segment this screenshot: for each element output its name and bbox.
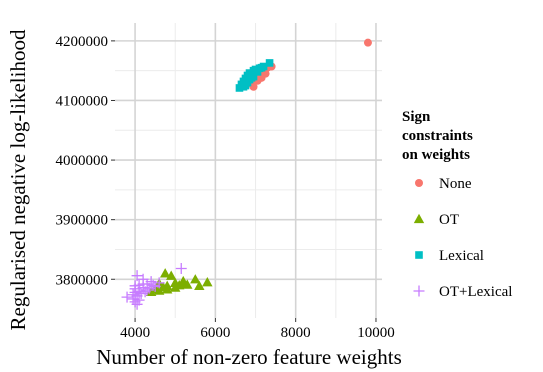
point-lexical — [245, 69, 254, 77]
point-ot — [166, 270, 177, 280]
legend-label-ot-lexical: OT+Lexical — [439, 284, 512, 300]
y-tick-label: 3800000 — [56, 272, 109, 288]
axes: 4000 6000 8000 10000 3800000 3900000 4000000 41… — [56, 34, 395, 341]
legend-marker-ot-lexical — [413, 285, 425, 297]
legend-title-line-1: Sign — [402, 109, 431, 125]
x-tick-label: 8000 — [281, 325, 311, 341]
x-axis-title: Number of non-zero feature weights — [96, 345, 402, 369]
legend-marker-lexical — [415, 251, 423, 259]
point-ot-lexical — [175, 263, 187, 275]
point-none — [249, 82, 258, 91]
data-points — [121, 38, 372, 310]
point-ot — [190, 274, 201, 284]
legend-marker-none — [415, 179, 423, 187]
point-ot — [194, 280, 205, 290]
legend-title-line-3: on weights — [402, 147, 470, 163]
x-tick-label: 10000 — [357, 325, 395, 341]
point-lexical — [257, 63, 266, 72]
point-lexical — [239, 82, 248, 91]
x-tick-label: 4000 — [120, 325, 150, 341]
point-ot — [170, 282, 181, 292]
point-lexical — [235, 84, 244, 92]
legend-label-lexical: Lexical — [439, 248, 484, 264]
grid — [115, 23, 382, 318]
legend: Sign constraints on weights None OT Lexica… — [402, 109, 512, 300]
point-ot-lexical — [129, 280, 141, 292]
point-ot — [159, 268, 171, 278]
point-none — [363, 38, 372, 47]
y-tick-label: 4100000 — [56, 93, 109, 109]
point-ot-lexical — [137, 278, 149, 290]
point-ot-lexical — [147, 279, 159, 291]
point-lexical — [251, 65, 260, 74]
point-ot-lexical — [131, 270, 143, 282]
point-ot-lexical — [141, 284, 153, 296]
legend-label-none: None — [439, 176, 472, 192]
legend-label-ot: OT — [439, 212, 459, 228]
point-lexical — [265, 59, 274, 67]
legend-marker-ot — [413, 213, 425, 224]
y-tick-label: 3900000 — [56, 213, 109, 229]
point-ot-lexical — [121, 291, 133, 303]
y-tick-label: 4000000 — [56, 153, 109, 169]
y-axis-title: Regularised negative log-likelihood — [6, 29, 30, 330]
x-tick-label: 6000 — [200, 325, 230, 341]
legend-title-line-2: constraints — [402, 128, 473, 144]
point-ot — [202, 277, 213, 287]
point-ot-lexical — [149, 280, 161, 292]
point-lexical — [247, 74, 256, 82]
point-ot-lexical — [139, 286, 151, 298]
point-ot — [161, 284, 173, 294]
point-ot — [178, 278, 189, 288]
point-ot-lexical — [129, 296, 141, 308]
point-ot — [153, 285, 165, 295]
y-tick-label: 4200000 — [56, 34, 109, 50]
point-ot-lexical — [131, 298, 143, 310]
